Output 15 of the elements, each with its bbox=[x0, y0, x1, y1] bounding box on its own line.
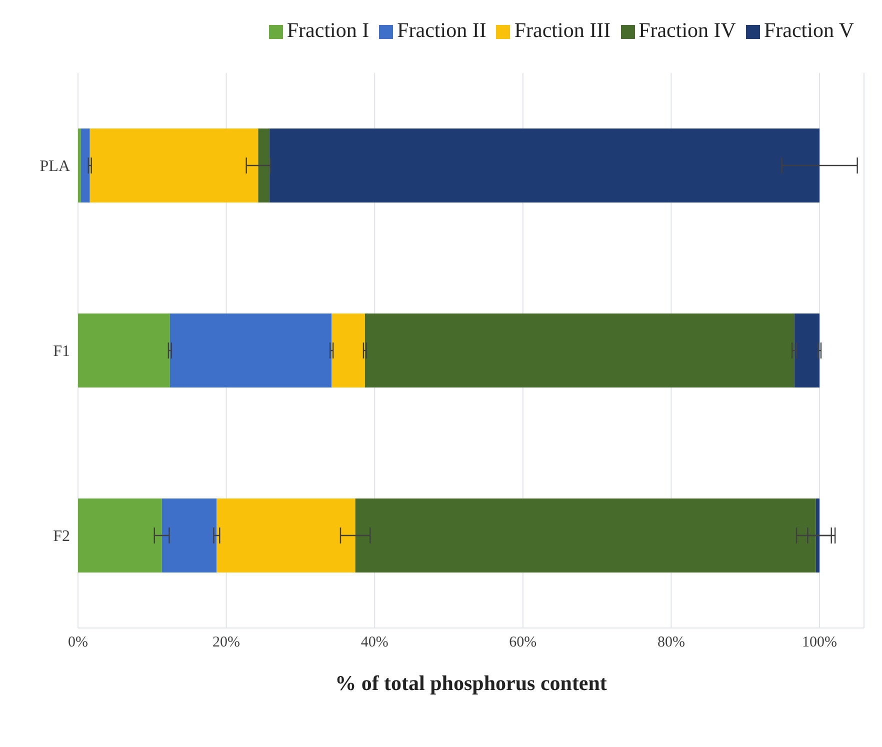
y-tick-label: F2 bbox=[53, 528, 70, 546]
x-tick-label: 0% bbox=[68, 634, 88, 651]
legend-label: Fraction II bbox=[397, 18, 486, 42]
x-tick-label: 100% bbox=[802, 634, 838, 651]
legend-label: Fraction III bbox=[514, 18, 611, 42]
legend-label: Fraction I bbox=[286, 18, 370, 42]
legend-label: Fraction V bbox=[764, 18, 854, 42]
x-tick-label: 20% bbox=[212, 634, 240, 651]
y-tick-label: F1 bbox=[53, 343, 70, 360]
x-tick-label: 80% bbox=[657, 634, 685, 651]
legend-label: Fraction IV bbox=[638, 18, 736, 42]
x-tick-label: 40% bbox=[360, 634, 388, 651]
x-tick-label: 60% bbox=[509, 634, 537, 651]
x-axis-title: % of total phosphorus content bbox=[335, 671, 607, 695]
y-tick-label: PLA bbox=[40, 158, 70, 176]
